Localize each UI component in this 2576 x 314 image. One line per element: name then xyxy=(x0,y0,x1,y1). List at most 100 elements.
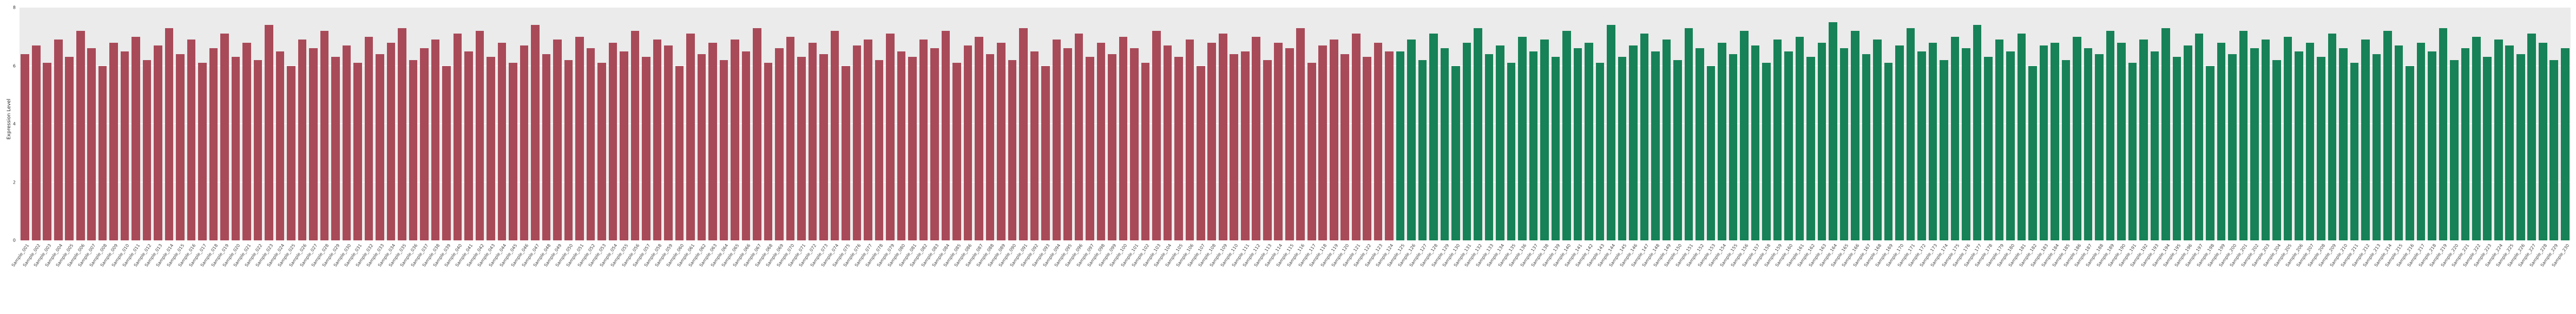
bar xyxy=(1839,48,1849,240)
bar xyxy=(1651,51,1660,240)
bar xyxy=(997,42,1006,240)
bar xyxy=(741,51,751,240)
bar xyxy=(2317,57,2325,240)
bar xyxy=(1806,57,1815,240)
x-axis-tick-labels: Sample_001 Sample_002 Sample_003 Sample_004… xyxy=(11,241,2571,312)
bar xyxy=(1507,63,1516,240)
bar xyxy=(98,66,107,240)
bar xyxy=(309,48,318,240)
bar xyxy=(930,48,939,240)
bar xyxy=(786,36,795,240)
bar xyxy=(2527,34,2536,240)
bar xyxy=(1385,51,1394,240)
bar xyxy=(1829,22,1837,240)
bar xyxy=(386,42,396,240)
bar xyxy=(830,31,839,240)
bar xyxy=(886,34,895,240)
y-tick-label: 2 xyxy=(12,180,16,185)
y-tick-label: 8 xyxy=(12,5,16,10)
bar xyxy=(2361,40,2370,240)
bar xyxy=(1884,63,1893,240)
bar xyxy=(1429,34,1438,240)
bar xyxy=(497,42,507,240)
bar xyxy=(1751,45,1760,240)
bar xyxy=(1196,66,1205,240)
bar xyxy=(2516,54,2525,240)
bar xyxy=(142,60,152,240)
bar xyxy=(1263,60,1272,240)
bar xyxy=(154,45,162,240)
bar xyxy=(1484,54,1494,240)
y-tick-label: 6 xyxy=(12,63,16,68)
bar xyxy=(364,36,373,240)
bar xyxy=(1618,57,1627,240)
bar xyxy=(975,36,983,240)
bar xyxy=(775,48,784,240)
bar xyxy=(2461,48,2470,240)
bar xyxy=(731,40,739,240)
bar xyxy=(1629,45,1638,240)
bar xyxy=(1696,48,1704,240)
bar xyxy=(43,63,51,240)
bar xyxy=(1917,51,1926,240)
bar xyxy=(2184,45,2192,240)
bar xyxy=(1950,36,1960,240)
bar xyxy=(231,57,240,240)
bar xyxy=(1895,45,1904,240)
bar xyxy=(719,60,728,240)
bar xyxy=(2295,51,2303,240)
bar xyxy=(76,31,85,240)
bar xyxy=(1474,28,1482,240)
bar xyxy=(2095,54,2104,240)
bar xyxy=(797,57,806,240)
bar xyxy=(2439,28,2448,240)
bar xyxy=(1462,42,1471,240)
bar xyxy=(1207,42,1217,240)
bar xyxy=(575,36,584,240)
bar xyxy=(1230,54,1239,240)
bar xyxy=(2017,34,2026,240)
bar xyxy=(2106,31,2115,240)
bar xyxy=(1573,48,1582,240)
bar xyxy=(87,48,96,240)
bar xyxy=(1862,54,1871,240)
bar xyxy=(542,54,551,240)
bar xyxy=(220,34,229,240)
bar xyxy=(2416,42,2426,240)
bar xyxy=(1163,45,1172,240)
bar xyxy=(2128,63,2137,240)
bar xyxy=(31,45,41,240)
bar xyxy=(2483,57,2492,240)
bar xyxy=(2028,66,2037,240)
bar xyxy=(487,57,495,240)
bar xyxy=(376,54,384,240)
bar xyxy=(165,28,174,240)
bar xyxy=(963,45,972,240)
bar xyxy=(675,66,684,240)
bar xyxy=(409,60,418,240)
bar xyxy=(1363,57,1371,240)
bar xyxy=(242,42,251,240)
bar xyxy=(1451,66,1460,240)
bar xyxy=(1607,25,1615,240)
bar xyxy=(1640,34,1649,240)
bar xyxy=(2261,40,2270,240)
bar xyxy=(1873,40,1882,240)
y-axis-tick-labels: 0 2 4 6 8 xyxy=(0,5,18,243)
bar xyxy=(597,63,606,240)
bar xyxy=(1130,48,1139,240)
bar xyxy=(342,45,351,240)
bar xyxy=(919,40,928,240)
bar xyxy=(209,48,218,240)
bar xyxy=(908,57,917,240)
bar xyxy=(2194,34,2204,240)
bar xyxy=(1784,51,1793,240)
bar xyxy=(2217,42,2226,240)
bar xyxy=(608,42,617,240)
bar xyxy=(1274,42,1283,240)
bar xyxy=(1729,54,1738,240)
bar xyxy=(564,60,573,240)
bar xyxy=(520,45,529,240)
bar xyxy=(320,31,329,240)
